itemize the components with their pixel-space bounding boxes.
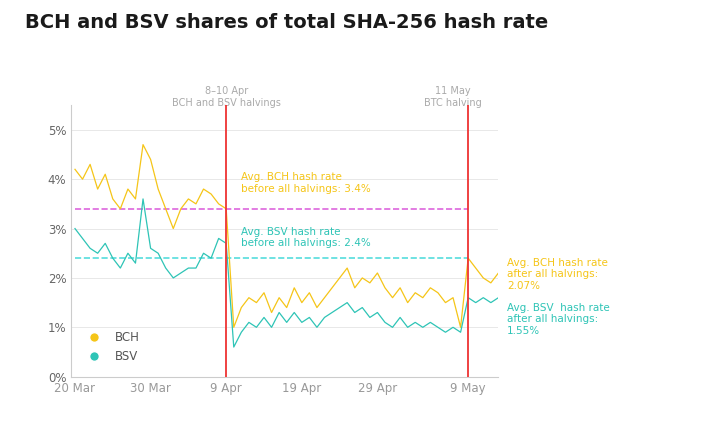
Text: Avg. BCH hash rate
before all halvings: 3.4%: Avg. BCH hash rate before all halvings: … [241, 173, 371, 194]
Text: 11 May
BTC halving: 11 May BTC halving [424, 86, 482, 108]
Text: Avg. BCH hash rate
after all halvings:
2.07%: Avg. BCH hash rate after all halvings: 2… [507, 258, 608, 291]
Text: Avg. BSV hash rate
before all halvings: 2.4%: Avg. BSV hash rate before all halvings: … [241, 227, 371, 248]
Text: BCH and BSV shares of total SHA-256 hash rate: BCH and BSV shares of total SHA-256 hash… [25, 13, 548, 32]
Text: Avg. BSV  hash rate
after all halvings:
1.55%: Avg. BSV hash rate after all halvings: 1… [507, 303, 609, 336]
Legend: BCH, BSV: BCH, BSV [77, 327, 145, 368]
Text: 8–10 Apr
BCH and BSV halvings: 8–10 Apr BCH and BSV halvings [172, 86, 281, 108]
